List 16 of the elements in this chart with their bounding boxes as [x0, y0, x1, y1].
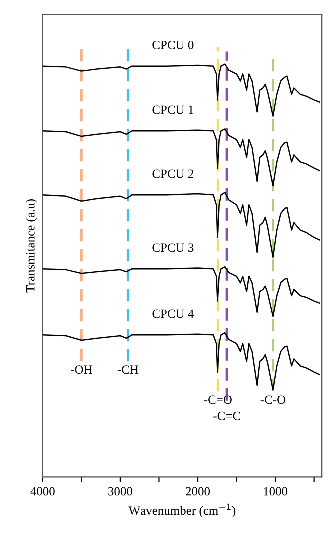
x-axis-title: Wavenumber (cm$^{−1}$): [128, 504, 236, 518]
ref-line-label: -C=O: [204, 396, 232, 404]
ref-line-label: -CH: [118, 366, 139, 374]
x-tick-label: 1000: [264, 487, 288, 496]
ref-line-label: -C=C: [214, 412, 240, 420]
series-label: CPCU 0: [152, 40, 194, 50]
ref-line-label: -C-O: [260, 396, 286, 404]
series-label: CPCU 1: [152, 106, 194, 114]
series-label: CPCU 4: [152, 310, 194, 318]
x-tick-label: 3000: [108, 487, 132, 496]
y-axis-title: Transmitance (a.u): [26, 200, 38, 293]
x-tick-label: 2000: [186, 487, 210, 496]
x-tick-label: 4000: [30, 487, 55, 496]
ref-line-label: -OH: [71, 366, 92, 374]
series-label: CPCU 2: [152, 170, 194, 178]
series-label: CPCU 3: [152, 244, 194, 252]
